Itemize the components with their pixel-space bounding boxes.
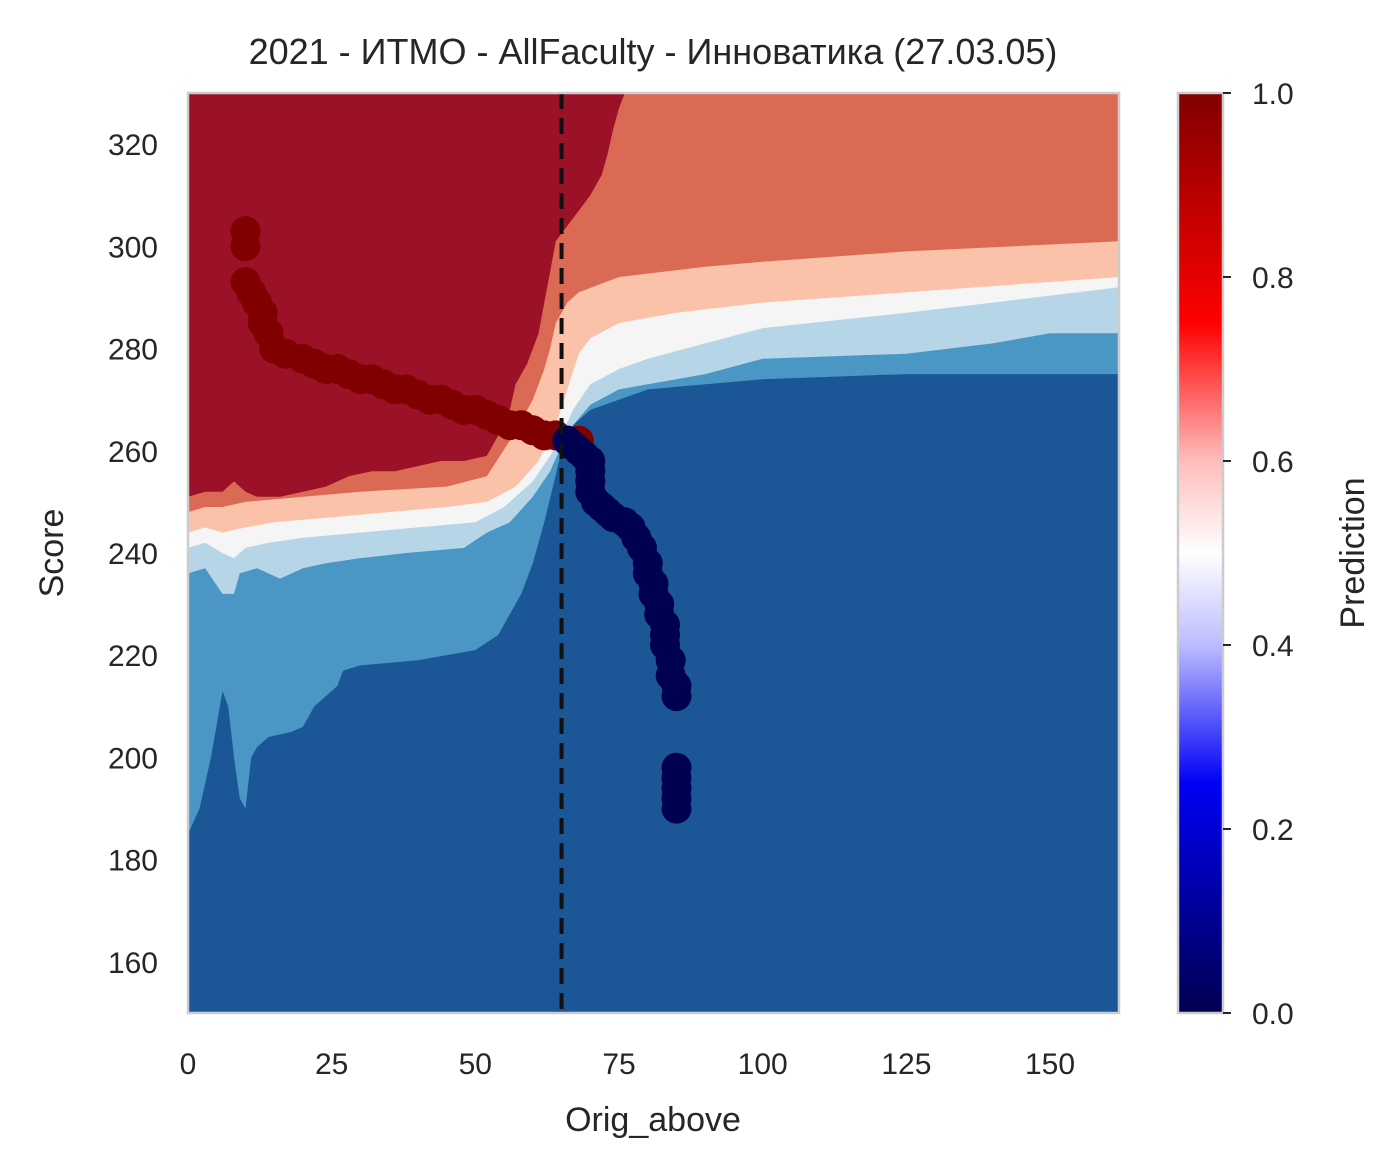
y-axis-ticks: 160 180 200 220 240 260 280 300 320 xyxy=(108,129,158,980)
x-tick-label: 125 xyxy=(881,1048,931,1081)
colorbar-tick-label: 0.4 xyxy=(1252,630,1294,663)
x-tick-label: 100 xyxy=(738,1048,788,1081)
scatter-point-series-2 xyxy=(661,681,692,712)
colorbar xyxy=(1176,91,1225,1015)
plot-frame xyxy=(186,91,1121,1015)
y-tick-label: 160 xyxy=(108,947,158,980)
x-tick-label: 0 xyxy=(180,1048,197,1081)
colorbar-ticks: 0.0 0.2 0.4 0.6 0.8 1.0 xyxy=(1223,78,1294,1031)
y-tick-label: 220 xyxy=(108,640,158,673)
y-tick-label: 180 xyxy=(108,845,158,878)
x-tick-label: 150 xyxy=(1025,1048,1075,1081)
y-tick-label: 240 xyxy=(108,538,158,571)
colorbar-tick-label: 1.0 xyxy=(1252,78,1294,111)
y-tick-label: 200 xyxy=(108,742,158,775)
colorbar-tick-label: 0.8 xyxy=(1252,262,1294,295)
y-tick-label: 320 xyxy=(108,129,158,162)
colorbar-tick-label: 0.6 xyxy=(1252,446,1294,479)
contour-region-7 xyxy=(188,93,625,497)
x-tick-label: 50 xyxy=(459,1048,492,1081)
x-axis-ticks: 0 25 50 75 100 125 150 xyxy=(180,1048,1075,1081)
scatter-point-series-2 xyxy=(661,793,692,824)
colorbar-tick-label: 0.0 xyxy=(1252,998,1294,1031)
x-axis-title: Orig_above xyxy=(565,1101,741,1139)
y-tick-label: 300 xyxy=(108,231,158,264)
x-tick-label: 25 xyxy=(315,1048,348,1081)
scatter-layer xyxy=(230,216,692,824)
colorbar-tick-label: 0.2 xyxy=(1252,814,1294,847)
y-tick-label: 260 xyxy=(108,436,158,469)
contour-layer xyxy=(188,93,1119,835)
colorbar-label: Prediction xyxy=(1334,477,1372,628)
x-tick-label: 75 xyxy=(602,1048,635,1081)
scatter-point-series-1 xyxy=(230,231,261,262)
plot-area xyxy=(188,93,1119,1013)
y-axis-title: Score xyxy=(33,509,71,598)
chart-title: 2021 - ИТМО - AllFaculty - Инноватика (2… xyxy=(249,31,1058,72)
y-tick-label: 280 xyxy=(108,334,158,367)
